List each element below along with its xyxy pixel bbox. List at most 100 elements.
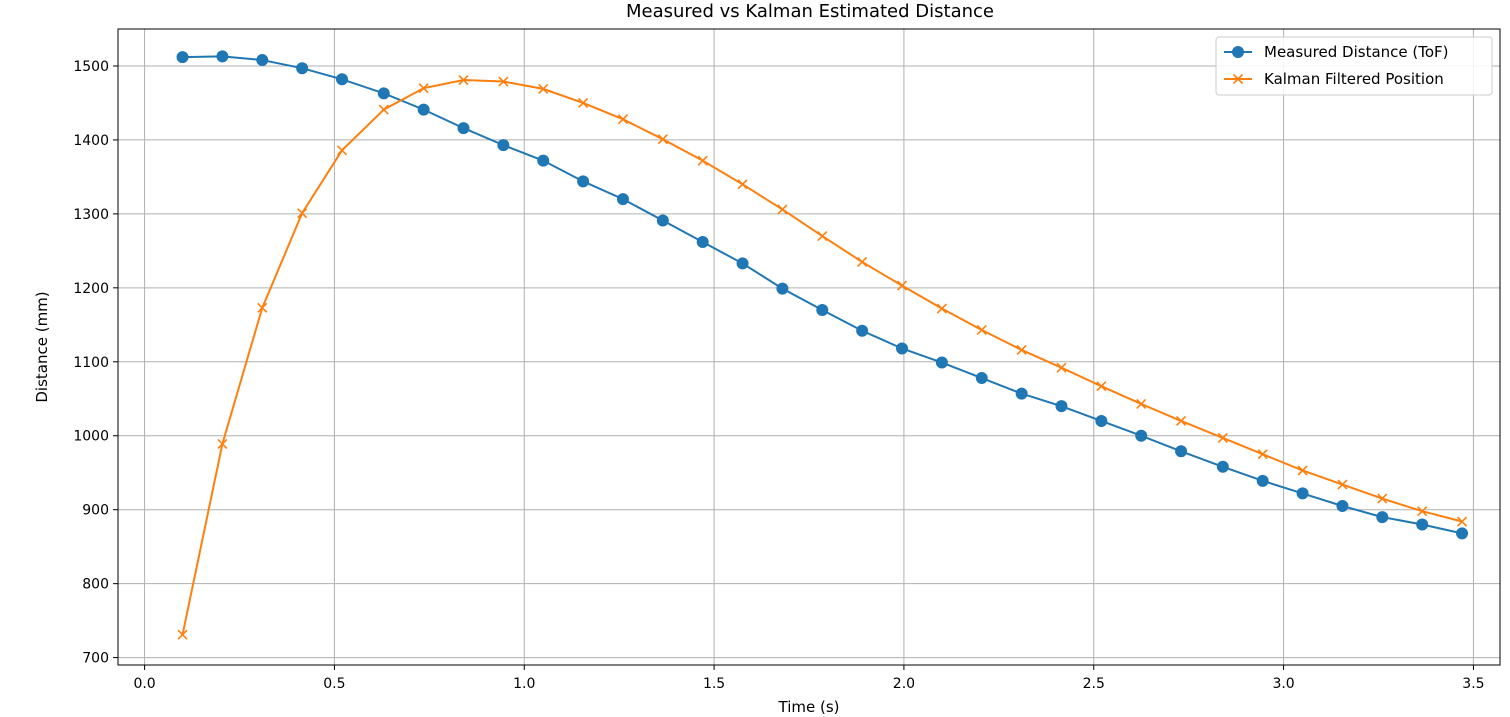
data-point <box>1056 362 1067 373</box>
data-point <box>1096 381 1107 392</box>
x-axis-label: Time (s) <box>778 698 840 716</box>
data-point <box>216 50 229 63</box>
data-point <box>1175 445 1188 458</box>
data-point <box>377 87 390 100</box>
data-point <box>176 51 189 64</box>
data-point <box>418 83 429 94</box>
data-point <box>936 303 947 314</box>
y-tick-label: 1200 <box>73 281 109 297</box>
legend-box <box>1215 36 1493 96</box>
data-point <box>976 324 987 336</box>
data-point <box>1336 500 1349 512</box>
data-point <box>1456 527 1469 540</box>
x-tick-label: 2.0 <box>893 676 915 692</box>
grid <box>118 29 1500 665</box>
data-point <box>1416 518 1429 531</box>
data-point <box>896 342 909 355</box>
x-tick-label: 0.5 <box>323 676 345 692</box>
data-point <box>458 74 469 86</box>
data-point <box>696 235 709 248</box>
y-tick-label: 1500 <box>73 59 109 75</box>
data-point <box>896 280 908 291</box>
legend-swatch-marker <box>1232 46 1244 58</box>
data-point <box>856 324 869 337</box>
data-point <box>538 83 549 94</box>
data-point <box>617 114 629 125</box>
data-point <box>1016 344 1027 356</box>
data-point <box>217 438 228 449</box>
data-point <box>336 145 348 156</box>
data-point <box>257 302 268 313</box>
data-point <box>817 231 828 242</box>
data-point <box>1176 415 1187 427</box>
legend-label: Measured Distance (ToF) <box>1264 43 1449 61</box>
data-point <box>1337 479 1348 490</box>
data-point <box>736 257 749 270</box>
x-tick-label: 2.5 <box>1083 676 1105 692</box>
data-point <box>1377 493 1388 504</box>
data-point <box>256 54 269 67</box>
data-point <box>935 356 948 369</box>
data-point <box>1216 460 1229 473</box>
data-point <box>537 154 550 167</box>
y-tick-label: 1100 <box>73 355 109 371</box>
series-layer <box>176 50 1469 640</box>
y-tick-label: 900 <box>82 503 109 519</box>
data-point <box>336 73 349 86</box>
data-point <box>616 193 629 206</box>
series-0 <box>176 50 1469 540</box>
data-point <box>1136 398 1147 410</box>
data-point <box>816 304 829 317</box>
x-tick-label: 1.5 <box>703 676 725 692</box>
data-point <box>497 139 510 152</box>
y-tick-label: 1000 <box>73 429 109 445</box>
y-tick-label: 700 <box>82 651 109 667</box>
data-point <box>857 256 868 268</box>
x-tick-label: 0.0 <box>133 676 155 692</box>
data-point <box>297 208 308 219</box>
data-point <box>296 62 309 75</box>
data-point <box>1297 465 1308 476</box>
data-point <box>1256 474 1269 487</box>
data-point <box>1376 511 1389 524</box>
x-tick-label: 3.5 <box>1462 676 1484 692</box>
data-point <box>1417 506 1428 517</box>
x-tick-label: 1.0 <box>513 676 535 692</box>
data-point <box>1257 449 1268 460</box>
data-point <box>1456 516 1468 527</box>
data-point <box>1135 429 1148 442</box>
data-point <box>657 134 668 145</box>
data-point <box>975 372 988 385</box>
legend-item: Measured Distance (ToF) <box>1224 43 1449 61</box>
chart-title: Measured vs Kalman Estimated Distance <box>626 1 994 22</box>
data-point <box>777 204 788 215</box>
data-point <box>737 179 748 190</box>
legend-swatch-marker <box>1232 73 1244 85</box>
plot-frame <box>117 28 1501 666</box>
data-point <box>1296 487 1309 500</box>
data-point <box>656 214 669 227</box>
y-tick-label: 1400 <box>73 133 109 149</box>
legend: Measured Distance (ToF) Kalman Filtered P… <box>1215 36 1493 96</box>
data-point <box>417 103 430 116</box>
data-point <box>1217 432 1228 444</box>
x-tick-label: 3.0 <box>1272 676 1294 692</box>
y-tick-label: 800 <box>82 577 109 593</box>
data-point <box>378 104 389 115</box>
data-point <box>577 175 590 188</box>
data-point <box>776 282 789 295</box>
ticks: 0.0 0.5 1.0 1.5 2.0 2.5 3.0 3.5 700 800 900 1000 110… <box>73 59 1484 692</box>
data-point <box>578 97 589 109</box>
data-point <box>697 155 708 166</box>
legend-label: Kalman Filtered Position <box>1264 70 1444 88</box>
data-point <box>457 122 470 135</box>
y-tick-label: 1300 <box>73 207 109 223</box>
series-1 <box>177 74 1468 640</box>
y-axis-label: Distance (mm) <box>33 291 51 402</box>
data-point <box>1095 414 1108 427</box>
data-point <box>498 76 509 87</box>
data-point <box>1015 387 1028 400</box>
legend-item: Kalman Filtered Position <box>1224 70 1444 88</box>
